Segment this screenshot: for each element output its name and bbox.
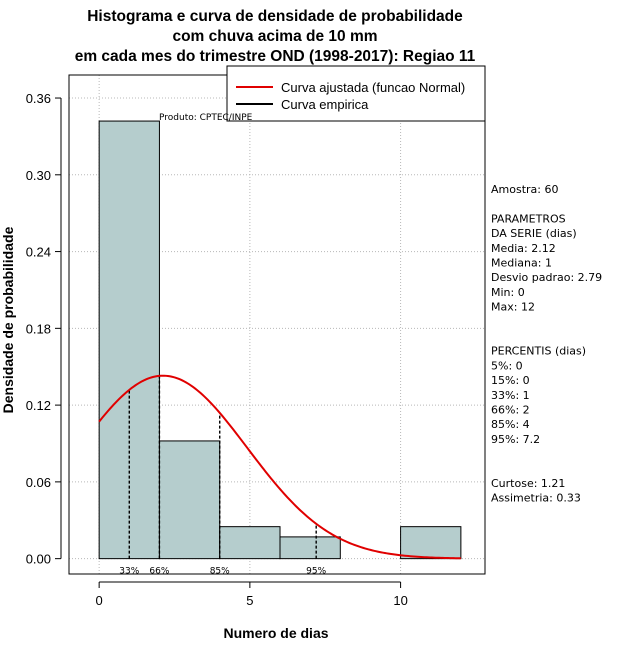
stats-line: Max: 12: [491, 301, 535, 314]
stats-line: 15%: 0: [491, 374, 530, 387]
histogram-bar: [400, 526, 462, 560]
title-line: com chuva acima de 10 mm: [172, 28, 377, 45]
percentile-label: 33%: [119, 567, 139, 577]
stats-line: Assimetria: 0.33: [491, 492, 581, 505]
legend-box: [226, 65, 486, 122]
stats-line: 5%: 0: [491, 359, 523, 372]
histogram-bar: [279, 536, 341, 560]
stats-line: 66%: 2: [491, 404, 530, 417]
chart-title: Histograma e curva de densidade de proba…: [75, 8, 476, 65]
stats-line: 85%: 4: [491, 418, 530, 431]
stats-line: PARAMETROS: [491, 212, 566, 225]
histogram-bar: [219, 526, 281, 560]
percentile-label: 95%: [306, 567, 326, 577]
stats-line: Amostra: 60: [491, 183, 558, 196]
stats-line: 33%: 1: [491, 389, 530, 402]
normal-fit-curve: [98, 374, 461, 560]
y-tick-label: 0.36: [26, 91, 51, 106]
histogram-bars: [98, 120, 462, 560]
x-tick-label: 10: [393, 593, 407, 608]
stats-line: Mediana: 1: [491, 257, 552, 270]
legend-label: Curva empirica: [281, 97, 369, 112]
legend-label: Curva ajustada (funcao Normal): [281, 80, 465, 95]
y-tick-label: 0.18: [26, 321, 51, 336]
credit-label: Produto: CPTEC/INPE: [159, 113, 253, 123]
stats-line: Min: 0: [491, 286, 525, 299]
y-tick-label: 0.12: [26, 398, 51, 413]
statistics-panel: Amostra: 60 PARAMETROS DA SERIE (dias) Me…: [491, 183, 602, 505]
percentile-lines: 33% 66% 85% 95%: [119, 375, 327, 577]
x-tick-label: 5: [246, 593, 253, 608]
y-tick-label: 0.30: [26, 168, 51, 183]
y-axis-title: Densidade de probabilidade: [0, 226, 16, 413]
title-line: Histograma e curva de densidade de proba…: [87, 8, 463, 25]
percentile-label: 85%: [210, 567, 230, 577]
legend: Curva ajustada (funcao Normal) Curva empi…: [226, 65, 486, 122]
axes: 0.00 0.06 0.12 0.18 0.24 0.30 0.36 0 5 10: [26, 91, 408, 608]
y-tick-label: 0.00: [26, 552, 51, 567]
stats-line: Media: 2.12: [491, 242, 556, 255]
y-tick-label: 0.24: [26, 245, 51, 260]
y-tick-label: 0.06: [26, 475, 51, 490]
stats-line: DA SERIE (dias): [491, 227, 577, 240]
stats-line: 95%: 7.2: [491, 433, 540, 446]
stats-line: Desvio padrao: 2.79: [491, 271, 602, 284]
x-tick-label: 0: [96, 593, 103, 608]
histogram-bar: [158, 440, 221, 560]
x-axis-title: Numero de dias: [223, 625, 328, 641]
stats-line: PERCENTIS (dias): [491, 345, 586, 358]
title-line: em cada mes do trimestre OND (1998-2017)…: [75, 48, 476, 65]
stats-line: Curtose: 1.21: [491, 477, 565, 490]
density-curve: [98, 374, 461, 560]
percentile-label: 66%: [149, 567, 169, 577]
